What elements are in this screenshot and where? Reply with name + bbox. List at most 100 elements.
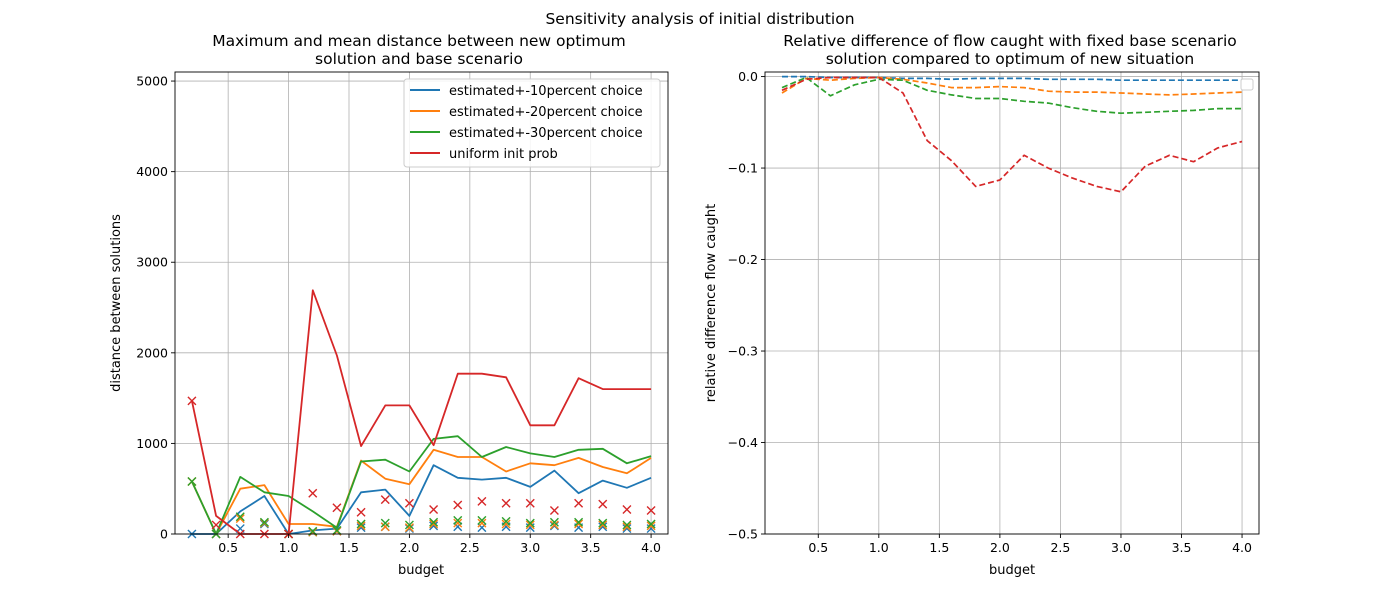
distance-chart: Maximum and mean distance between new op… (109, 32, 669, 578)
x-tick-label: 1.0 (279, 540, 299, 555)
x-tick-label: 1.5 (339, 540, 359, 555)
mean-distance-marker (501, 498, 511, 508)
mean-distance-marker (308, 488, 318, 498)
mean-distance-marker (187, 396, 197, 406)
mean-distance-marker (598, 520, 608, 530)
mean-distance-marker (549, 517, 559, 527)
mean-distance-marker (501, 516, 511, 526)
legend-label-series-4: uniform init prob (449, 147, 558, 162)
y-tick-label: 2000 (136, 345, 168, 360)
flow-difference-chart: Relative difference of flow caught with … (704, 32, 1260, 578)
mean-distance-marker (429, 521, 439, 531)
flow-difference-line-series-4 (781, 76, 1243, 193)
mean-distance-marker (549, 520, 559, 530)
y-tick-label: −0.2 (728, 252, 758, 267)
mean-distance-marker (429, 519, 439, 529)
y-tick-label: −0.4 (728, 435, 758, 450)
x-tick-label: 2.5 (460, 540, 480, 555)
mean-distance-marker (574, 519, 584, 529)
mean-distance-marker (622, 522, 632, 532)
x-tick-label: 4.0 (641, 540, 661, 555)
flow-difference-chart-y-axis-label: relative difference flow caught (704, 204, 719, 402)
mean-distance-marker (574, 517, 584, 527)
mean-distance-marker (211, 520, 221, 530)
mean-distance-marker (404, 523, 414, 533)
mean-distance-marker (646, 519, 656, 529)
mean-distance-marker (622, 524, 632, 534)
y-tick-label: 3000 (136, 255, 168, 270)
mean-distance-marker (429, 505, 439, 515)
mean-distance-marker (332, 503, 342, 513)
mean-distance-marker (622, 505, 632, 515)
mean-distance-marker (356, 523, 366, 533)
y-tick-label: 1000 (136, 436, 168, 451)
mean-distance-marker (453, 518, 463, 528)
mean-distance-marker (259, 517, 269, 527)
mean-distance-marker (549, 505, 559, 515)
distance-chart-legend: estimated+-10percent choice estimated+-2… (403, 78, 661, 168)
mean-distance-marker (646, 521, 656, 531)
mean-distance-marker (453, 522, 463, 532)
x-tick-label: 3.5 (581, 540, 601, 555)
x-tick-label: 3.5 (1172, 540, 1192, 555)
flow-difference-chart-ticks: 0.5 1.0 1.5 2.0 2.5 3.0 3.5 4.0 0.0 −0.1 −0.2 −0.3 −… (728, 69, 1252, 555)
legend-frame (403, 78, 661, 168)
mean-distance-marker (453, 515, 463, 525)
mean-distance-marker (525, 520, 535, 530)
mean-distance-marker (380, 495, 390, 505)
mean-distance-marker (187, 476, 197, 486)
flow-difference-chart-grid (765, 72, 1259, 535)
mean-distance-marker (235, 512, 245, 522)
distance-chart-x-axis-label: budget (398, 563, 444, 578)
mean-distance-marker (574, 498, 584, 508)
flow-difference-line-series-2 (781, 76, 1243, 96)
mean-distance-marker (622, 520, 632, 530)
x-tick-label: 4.0 (1232, 540, 1252, 555)
mean-distance-marker (598, 522, 608, 532)
flow-difference-chart-empty-legend (1240, 78, 1254, 91)
max-distance-line-series-3 (191, 435, 652, 535)
mean-distance-marker (380, 518, 390, 528)
y-tick-label: −0.5 (728, 527, 758, 542)
distance-chart-plot-frame (174, 71, 669, 535)
mean-distance-marker (477, 523, 487, 533)
mean-distance-marker (356, 507, 366, 517)
mean-distance-marker (525, 518, 535, 528)
x-tick-label: 1.0 (869, 540, 889, 555)
mean-distance-marker (356, 519, 366, 529)
max-distance-line-series-2 (191, 448, 652, 535)
x-tick-label: 1.5 (929, 540, 949, 555)
mean-distance-marker (646, 505, 656, 515)
mean-distance-marker (598, 499, 608, 509)
x-tick-label: 2.5 (1050, 540, 1070, 555)
mean-distance-marker (453, 500, 463, 510)
x-tick-label: 2.0 (399, 540, 419, 555)
x-tick-label: 3.0 (1111, 540, 1131, 555)
x-tick-label: 0.5 (808, 540, 828, 555)
flow-difference-chart-title-line-2: solution compared to optimum of new situ… (826, 50, 1195, 68)
legend-label-series-2: estimated+-20percent choice (449, 105, 643, 120)
mean-distance-marker (429, 517, 439, 527)
legend-label-series-1: estimated+-10percent choice (449, 84, 643, 99)
x-tick-label: 3.0 (520, 540, 540, 555)
distance-chart-y-axis-label: distance between solutions (109, 214, 124, 392)
figure-title: Sensitivity analysis of initial distribu… (545, 10, 854, 28)
flow-difference-line-series-1 (782, 75, 1242, 82)
x-tick-label: 2.0 (990, 540, 1010, 555)
flow-difference-chart-plot-frame (764, 71, 1260, 535)
mean-distance-marker (404, 520, 414, 530)
y-tick-label: 0.0 (738, 69, 758, 84)
distance-chart-ticks: 0.5 1.0 1.5 2.0 2.5 3.0 3.5 4.0 0 1000 2000 3000 400… (136, 74, 661, 555)
mean-distance-marker (235, 514, 245, 524)
y-tick-label: 0 (160, 527, 168, 542)
mean-distance-marker (477, 515, 487, 525)
mean-distance-marker (477, 496, 487, 506)
mean-distance-marker (525, 498, 535, 508)
distance-chart-title-line-2: solution and base scenario (315, 50, 523, 68)
flow-difference-chart-series (781, 75, 1243, 193)
mean-distance-marker (380, 522, 390, 532)
mean-distance-marker (332, 525, 342, 535)
x-tick-label: 0.5 (218, 540, 238, 555)
y-tick-label: −0.3 (728, 344, 758, 359)
